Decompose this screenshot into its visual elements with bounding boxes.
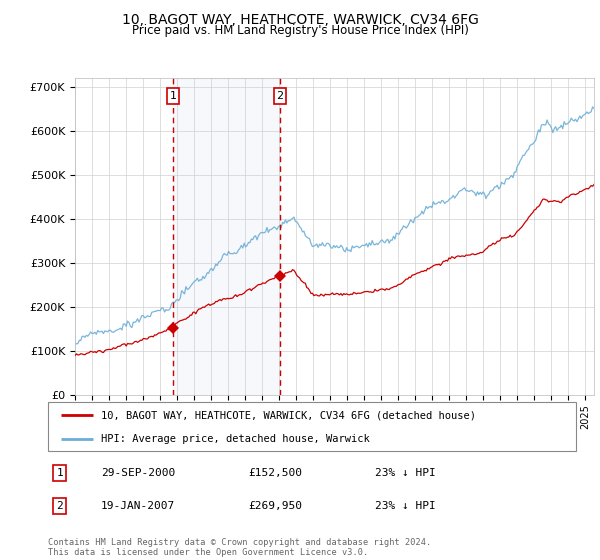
Text: Contains HM Land Registry data © Crown copyright and database right 2024.
This d: Contains HM Land Registry data © Crown c… (48, 538, 431, 557)
Text: 10, BAGOT WAY, HEATHCOTE, WARWICK, CV34 6FG: 10, BAGOT WAY, HEATHCOTE, WARWICK, CV34 … (122, 13, 478, 27)
Text: 23% ↓ HPI: 23% ↓ HPI (376, 501, 436, 511)
Text: £152,500: £152,500 (248, 468, 302, 478)
Text: 1: 1 (169, 91, 176, 101)
FancyBboxPatch shape (48, 402, 576, 451)
Text: HPI: Average price, detached house, Warwick: HPI: Average price, detached house, Warw… (101, 435, 370, 445)
Text: 2: 2 (277, 91, 284, 101)
Text: Price paid vs. HM Land Registry's House Price Index (HPI): Price paid vs. HM Land Registry's House … (131, 24, 469, 37)
Text: £269,950: £269,950 (248, 501, 302, 511)
Text: 1: 1 (56, 468, 63, 478)
Text: 19-JAN-2007: 19-JAN-2007 (101, 501, 175, 511)
Text: 29-SEP-2000: 29-SEP-2000 (101, 468, 175, 478)
Bar (173, 78, 280, 395)
Text: 2: 2 (56, 501, 63, 511)
Text: 23% ↓ HPI: 23% ↓ HPI (376, 468, 436, 478)
Text: 10, BAGOT WAY, HEATHCOTE, WARWICK, CV34 6FG (detached house): 10, BAGOT WAY, HEATHCOTE, WARWICK, CV34 … (101, 410, 476, 421)
